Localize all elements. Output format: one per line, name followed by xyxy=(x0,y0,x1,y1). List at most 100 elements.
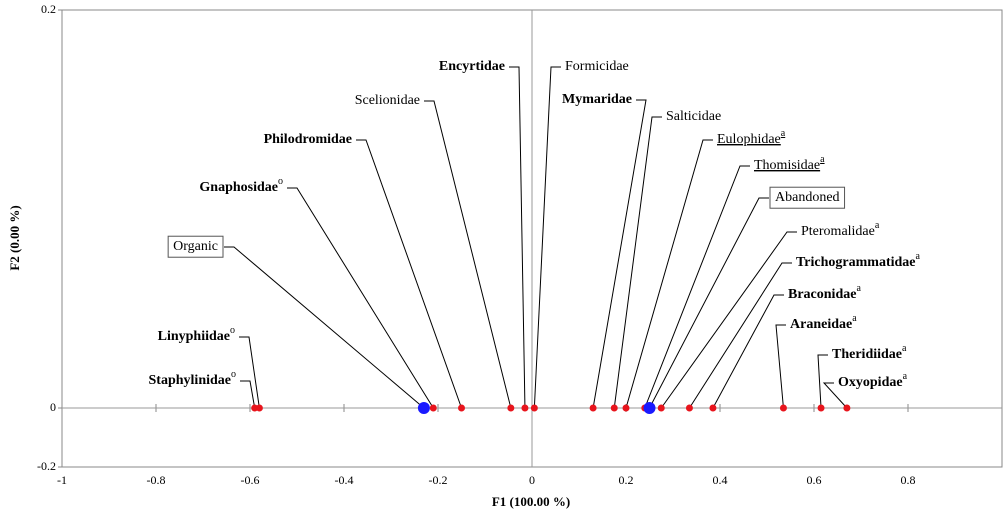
leader-line xyxy=(240,380,256,409)
x-tick-label: -0.6 xyxy=(241,473,260,487)
point-label-sup: o xyxy=(230,325,235,336)
leader-line xyxy=(649,197,769,409)
leader-line xyxy=(287,187,434,409)
point-label-sup: a xyxy=(820,154,825,165)
point xyxy=(255,404,263,412)
point-label-text: Oxyopidae xyxy=(838,375,903,390)
x-tick-label: -1 xyxy=(57,473,67,487)
x-tick-label: 0.2 xyxy=(619,473,634,487)
leader-line xyxy=(817,354,828,409)
point-label: Braconidaea xyxy=(788,283,861,302)
point-label-text: Encyrtidae xyxy=(439,59,505,74)
x-axis-title: F1 (100.00 %) xyxy=(492,494,570,509)
leader-line xyxy=(712,294,784,409)
point-label-sup: a xyxy=(916,251,921,262)
leader-line xyxy=(224,246,425,409)
point xyxy=(530,404,538,412)
y-tick-label: 0.2 xyxy=(41,2,56,16)
point xyxy=(643,402,656,414)
point-label: Salticidae xyxy=(666,109,721,124)
points xyxy=(251,402,851,414)
point-label-text: Gnaphosidae xyxy=(199,180,278,195)
point-label: Eulophidaea xyxy=(717,128,786,147)
point-label: Encyrtidae xyxy=(439,59,505,74)
point-label-sup: a xyxy=(875,220,880,231)
point-label-sup: a xyxy=(852,313,857,324)
point-label-text: Abandoned xyxy=(775,190,840,205)
point-label: Staphylinidaeo xyxy=(149,369,236,388)
point xyxy=(779,404,787,412)
y-tick-label: 0 xyxy=(50,400,56,414)
point xyxy=(589,404,597,412)
point-label-text: Scelionidae xyxy=(355,93,420,108)
x-tick-label: 0.8 xyxy=(901,473,916,487)
point xyxy=(458,404,465,412)
point-label-text: Thomisidae xyxy=(754,158,820,173)
leader-line xyxy=(533,66,561,409)
leader-line xyxy=(822,382,848,409)
point-label: Araneidaea xyxy=(790,313,857,332)
point-label-text: Philodromidae xyxy=(264,132,352,147)
leader-line xyxy=(660,231,797,409)
point-label: Linyphiidaeo xyxy=(158,325,235,344)
point xyxy=(417,402,430,414)
point-label: Philodromidae xyxy=(264,132,352,147)
leader-line xyxy=(424,100,512,409)
point-label-text: Formicidae xyxy=(565,59,629,74)
point xyxy=(685,404,693,412)
leader-line xyxy=(775,324,786,409)
point xyxy=(507,404,515,412)
leader-line xyxy=(509,66,526,409)
leader-line xyxy=(613,116,662,409)
x-tick-label: -0.2 xyxy=(429,473,448,487)
leader-line xyxy=(644,165,750,409)
point-label: Oxyopidaea xyxy=(838,371,908,390)
point xyxy=(843,404,851,412)
x-tick-label: 0 xyxy=(529,473,535,487)
point-label-text: Salticidae xyxy=(666,109,721,124)
point-label: Gnaphosidaeo xyxy=(199,176,283,195)
point xyxy=(429,404,437,412)
point xyxy=(709,404,717,412)
point-label: Organic xyxy=(173,239,218,254)
point-label-sup: a xyxy=(781,128,786,139)
point-label: Mymaridae xyxy=(562,92,632,107)
point-label: Thomisidaea xyxy=(754,154,825,173)
point-label: Trichogrammatidaea xyxy=(796,251,921,270)
labels: StaphylinidaeoLinyphiidaeoGnaphosidaeoPh… xyxy=(149,59,921,409)
x-tick-label: 0.4 xyxy=(713,473,728,487)
point-label: Pteromalidaea xyxy=(801,220,880,239)
point xyxy=(657,404,665,412)
point-label: Abandoned xyxy=(775,190,840,205)
point-label-sup: o xyxy=(231,369,236,380)
point xyxy=(622,404,630,412)
point-label-text: Trichogrammatidae xyxy=(796,255,916,270)
point xyxy=(817,404,825,412)
point-label-text: Eulophidae xyxy=(717,132,781,147)
x-tick-label: -0.4 xyxy=(335,473,354,487)
point xyxy=(521,404,529,412)
point-label: Formicidae xyxy=(565,59,629,74)
y-tick-label: -0.2 xyxy=(37,459,56,473)
leader-line xyxy=(689,262,792,409)
y-axis-title: F2 (0.00 %) xyxy=(7,205,22,270)
x-tick-label: -0.8 xyxy=(147,473,166,487)
x-tick-label: 0.6 xyxy=(807,473,822,487)
point-label-text: Staphylinidae xyxy=(149,373,231,388)
leader-line xyxy=(239,336,260,409)
point-label-text: Organic xyxy=(173,239,218,254)
leader-line xyxy=(592,99,647,409)
point-label-text: Pteromalidae xyxy=(801,224,875,239)
point-label-sup: a xyxy=(903,371,908,382)
point-label: Theridiidaea xyxy=(832,343,907,362)
point-label-text: Araneidae xyxy=(790,317,852,332)
point-label-text: Mymaridae xyxy=(562,92,632,107)
point-label-text: Braconidae xyxy=(788,287,856,302)
label-box xyxy=(167,235,224,258)
point xyxy=(610,404,618,412)
leader-line xyxy=(625,139,713,409)
leader-line xyxy=(356,139,462,409)
point-label-sup: a xyxy=(856,283,861,294)
